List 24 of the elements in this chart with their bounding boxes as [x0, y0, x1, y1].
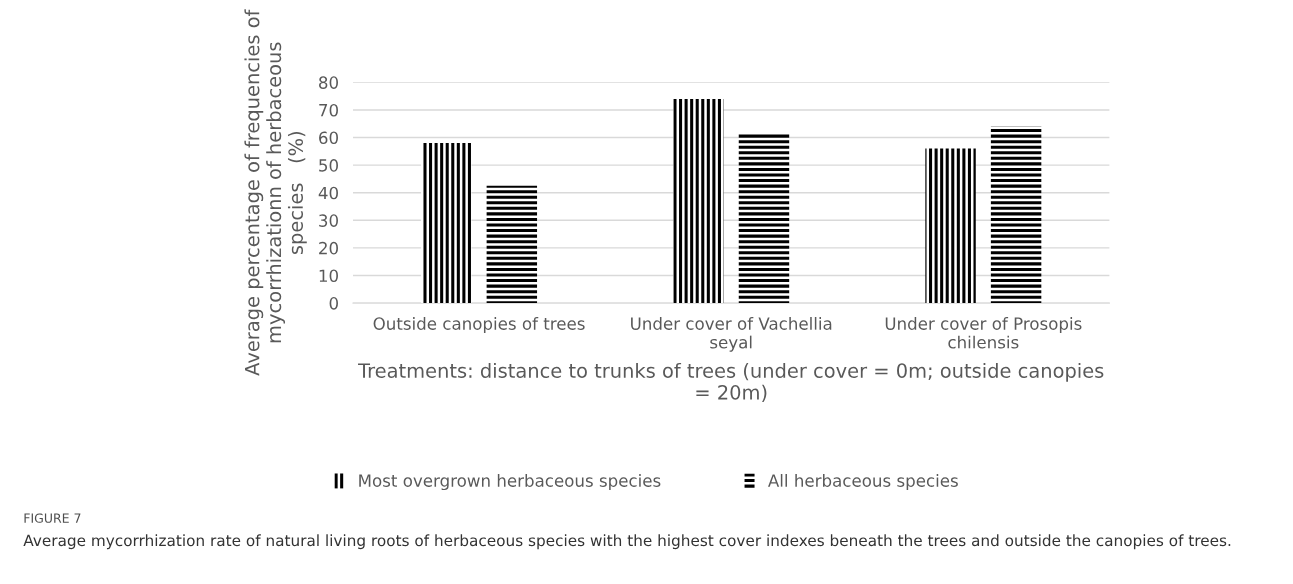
caption: FIGURE 7	[24, 513, 81, 523]
y-tick-label: 40	[318, 186, 338, 200]
y-tick-label: 30	[319, 214, 338, 227]
bar	[990, 126, 1042, 304]
legend-label: All herbaceous species	[768, 473, 958, 491]
y-tick-label: 0	[329, 297, 338, 310]
legend-label: Most overgrown herbaceous species	[359, 473, 661, 491]
bar	[486, 185, 538, 304]
y-tick-label: 60	[319, 131, 338, 145]
text: Average mycorrhization rate of natural living roots of herbaceous species with the highest cover indexes beneath the trees and outside the canopies of trees.	[23, 534, 1231, 550]
y-tick-label: 50	[319, 159, 338, 172]
y-tick-label: 70	[319, 103, 338, 117]
y-tick-label: 10	[319, 269, 338, 283]
y-tick-label: 80	[319, 76, 338, 89]
bar	[738, 132, 790, 304]
x-tick-label: Outside canopies of trees	[373, 316, 585, 334]
bar	[421, 143, 472, 304]
bar	[673, 98, 724, 304]
x-axis-title: Treatments: distance to trunks of trees (under cover = 0m; outside canopies = 20m)	[358, 362, 1104, 402]
x-tick-label: Under cover of Vachellia seyal	[631, 316, 832, 352]
x-tick-label: Under cover of Prosopis chilensis	[885, 316, 1082, 349]
bar	[925, 148, 976, 304]
y-axis-title: Average percentage of frequencies of mycorrhizationn of herbaceous species (%)	[244, 9, 307, 376]
y-tick-label: 20	[319, 241, 338, 255]
